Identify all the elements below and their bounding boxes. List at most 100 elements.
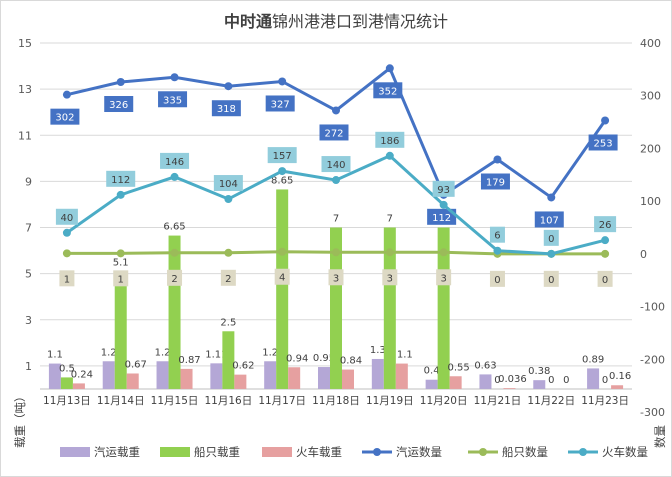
bar	[437, 227, 450, 389]
series-point	[547, 249, 556, 258]
category-label: 11月15日	[151, 395, 199, 407]
category-label: 11月19日	[366, 395, 414, 407]
series-point	[601, 116, 610, 125]
category-label: 11月23日	[581, 395, 629, 407]
line-label-box	[113, 270, 129, 287]
line-label-box	[265, 95, 295, 112]
right-tick-label: 300	[640, 90, 661, 103]
line-label-box	[220, 269, 236, 286]
bar	[264, 361, 277, 389]
category-label: 11月18日	[312, 395, 360, 407]
bar-data-label: 1.1	[397, 350, 413, 361]
left-tick-label: 11	[18, 129, 32, 142]
left-tick-label: 13	[18, 83, 32, 96]
series-point	[332, 248, 340, 257]
line-data-label: 326	[109, 100, 128, 111]
category-label: 11月14日	[97, 395, 145, 407]
bar	[126, 373, 139, 389]
line-data-label: 352	[378, 86, 397, 97]
bar	[222, 331, 235, 389]
line-label-box	[267, 147, 297, 164]
line-label-box	[382, 269, 398, 286]
series-point	[332, 176, 340, 185]
bar	[276, 189, 289, 389]
bar	[180, 368, 193, 389]
series-point	[385, 64, 394, 73]
line-data-label: 0	[494, 275, 500, 286]
line-data-label: 0	[548, 275, 554, 286]
line-label-box	[328, 269, 344, 286]
bar-data-label: 7	[387, 214, 393, 225]
bar	[479, 374, 492, 389]
bar-data-label: 7	[333, 214, 339, 225]
line-data-label: 179	[486, 177, 505, 188]
legend-marker	[579, 448, 587, 456]
line-data-label: 302	[55, 113, 74, 124]
bar	[449, 376, 462, 389]
line-data-label: 157	[273, 151, 292, 162]
legend-swatch	[160, 447, 190, 457]
bar-data-label: 0.38	[528, 366, 550, 377]
bar-data-label: 0.4	[424, 366, 440, 377]
category-label: 11月22日	[527, 395, 575, 407]
legend-marker	[479, 448, 487, 456]
title-bold: 中时通	[223, 12, 272, 31]
series-point	[493, 246, 502, 255]
bar-data-label: 1.1	[47, 350, 63, 361]
line-label-box	[375, 131, 405, 148]
right-axis-title: 数量	[653, 425, 667, 448]
line-data-label: 335	[163, 95, 182, 106]
category-label: 11月20日	[420, 395, 468, 407]
bar	[342, 369, 354, 389]
bar	[587, 368, 600, 389]
line-data-label: 6	[494, 231, 500, 242]
bar	[114, 271, 127, 389]
legend-label: 船只数量	[502, 445, 548, 459]
right-tick-label: -100	[640, 301, 665, 314]
line-data-label: 327	[271, 99, 290, 110]
line-data-label: 318	[217, 104, 236, 115]
line-label-box	[594, 216, 617, 233]
bar	[234, 374, 247, 389]
line-data-label: 26	[599, 220, 612, 231]
line-label-box	[50, 108, 80, 125]
right-tick-label: -300	[640, 406, 665, 419]
bar	[210, 363, 223, 389]
line-data-label: 1	[64, 274, 70, 285]
left-tick-label: 7	[25, 222, 32, 235]
series-point	[278, 167, 287, 176]
line-label-box	[160, 152, 190, 169]
line-label-box	[167, 269, 183, 286]
category-label: 11月13日	[43, 395, 91, 407]
bar-data-label: 0.94	[286, 353, 308, 364]
series-point	[224, 195, 233, 204]
line-data-label: 104	[219, 179, 238, 190]
title-rest: 锦州港港口到港情况统计	[272, 12, 449, 31]
line-label-box	[432, 180, 455, 197]
line-label-box	[489, 226, 505, 243]
series-point	[116, 78, 125, 87]
bar	[395, 363, 408, 389]
line-label-box	[588, 134, 618, 151]
legend-swatch	[60, 447, 90, 457]
bar	[48, 363, 61, 389]
bar-data-label: 0.95	[313, 353, 335, 364]
bar-data-label: 0.5	[59, 363, 75, 374]
series-point	[547, 193, 556, 202]
series-point	[601, 249, 610, 258]
bar	[383, 227, 396, 389]
line-label-box	[213, 175, 243, 192]
series-point	[116, 190, 125, 199]
bar-data-label: 0.24	[71, 369, 93, 380]
legend-label: 船只载重	[194, 445, 240, 459]
bar-data-label: 0	[602, 375, 608, 386]
bar-data-label: 0.84	[340, 356, 362, 367]
legend-label: 火车载重	[296, 445, 342, 459]
right-tick-label: 200	[640, 142, 661, 155]
line-data-label: 4	[279, 273, 285, 284]
line-label-box	[106, 170, 136, 187]
bar	[330, 227, 342, 389]
right-tick-label: 400	[640, 37, 661, 50]
series-point	[224, 82, 233, 91]
